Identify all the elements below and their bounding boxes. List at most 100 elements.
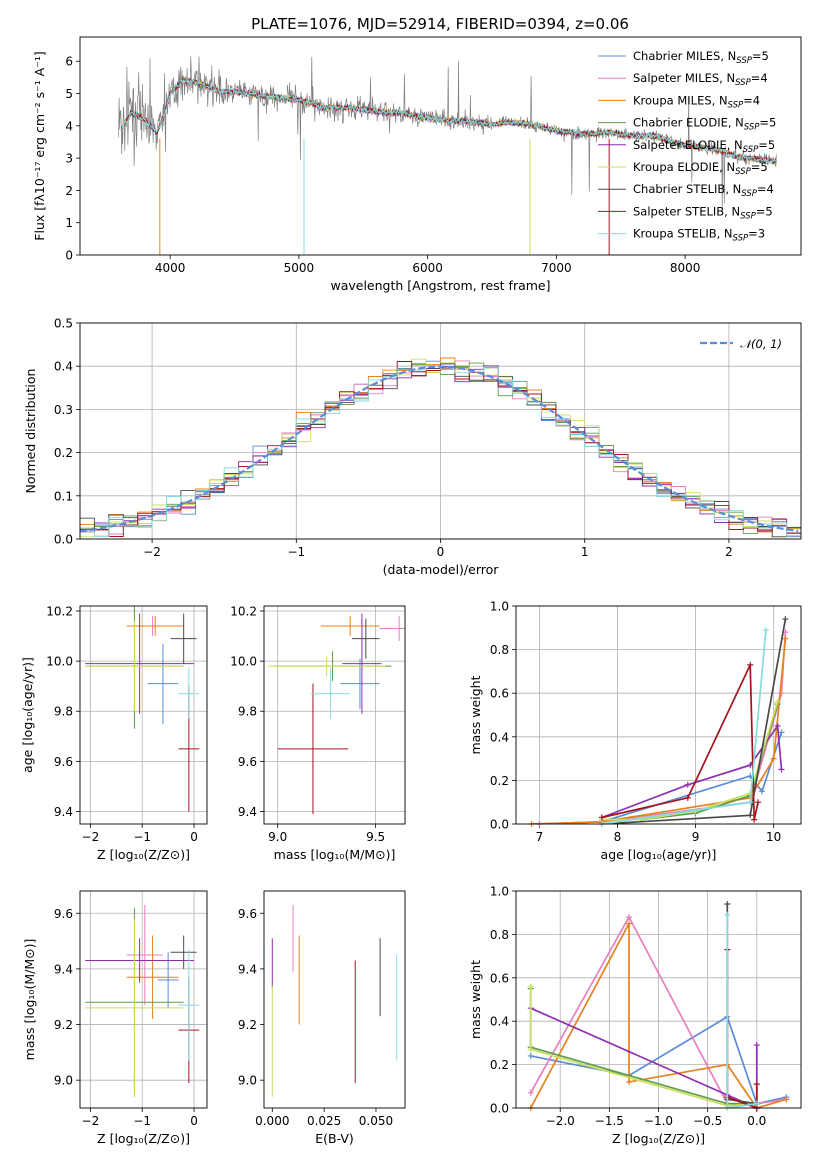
weight_vs_Z-ytick-label: 0.4 — [490, 1015, 509, 1029]
weight_vs_age-point-marker — [778, 729, 785, 736]
weight_vs_age-point-marker — [770, 755, 777, 762]
weight_vs_age-series-line — [601, 664, 759, 820]
age_vs_mass-xtick-label: 9.5 — [366, 830, 385, 844]
age_vs_Z-frame — [79, 605, 208, 825]
residuals-xtick-label: 1 — [581, 545, 589, 559]
legend-entry: Chabrier STELIB, NSSP=4 — [633, 182, 774, 199]
weight_vs_age-series-line — [601, 629, 767, 824]
legend-entry-suffix: =3 — [748, 227, 765, 241]
mass_vs_ebv-axes: 0.000 0.025 0.050 9.0 9.2 9.4 9.6 — [238, 907, 393, 1128]
residuals-xlabel: (data-model)/error — [383, 562, 500, 577]
legend-entry-sub: SSP — [733, 234, 749, 244]
legend-entry-sub: SSP — [735, 167, 751, 177]
mass_vs_ebv-ytick-label: 9.0 — [238, 1074, 257, 1088]
weight_vs_age-point-marker — [758, 788, 765, 795]
weight_vs_Z-point-marker — [527, 1089, 534, 1096]
weight_vs_Z-ytick-label: 0.2 — [490, 1058, 509, 1072]
weight_vs_Z-point-marker — [753, 1100, 760, 1107]
spectrum-frame — [79, 36, 802, 256]
mass_vs_Z-ytick-label: 9.4 — [54, 962, 73, 976]
weight_vs_Z-point-marker — [527, 983, 534, 990]
residuals-ytick-label: 0.1 — [54, 489, 73, 503]
age_vs_mass-axes: 9.0 9.5 9.4 9.6 9.8 10.0 10.2 — [230, 605, 405, 844]
weight_vs_Z-series-line — [726, 904, 757, 1105]
weight_vs_age-ytick-label: 0.4 — [490, 730, 509, 744]
figure-title: PLATE=1076, MJD=52914, FIBERID=0394, z=0… — [251, 15, 629, 33]
legend-entry-sub: SSP — [740, 211, 756, 221]
weight_vs_age-point-marker — [751, 816, 758, 823]
legend-entry-prefix: Chabrier ELODIE, N — [633, 116, 744, 130]
weight_vs_age-ylabel: mass weight — [468, 675, 483, 754]
weight_vs_age-point-marker — [782, 635, 789, 642]
age_vs_mass-xtick-label: 9.0 — [268, 830, 287, 844]
mass_vs_Z-ylabel: mass [log₁₀(M/M⊙)] — [22, 939, 37, 1061]
age_vs_mass-ytick-label: 9.8 — [238, 705, 257, 719]
spectrum-ytick-label: 5 — [65, 87, 73, 101]
legend-entry: Salpeter ELODIE, NSSP=5 — [633, 138, 775, 155]
legend-entry-suffix: =5 — [756, 204, 773, 218]
mass_vs_ebv-xtick-label: 0.050 — [359, 1114, 393, 1128]
weight_vs_Z-series-line — [529, 986, 757, 1107]
weight_vs_Z-point-marker — [527, 1046, 534, 1053]
weight_vs_Z-ytick-label: 0.8 — [490, 928, 509, 942]
residuals-xtick-label: −2 — [143, 545, 161, 559]
weight_vs_age-ytick-label: 1.0 — [490, 600, 509, 614]
weight_vs_Z-xtick-label: −1.5 — [595, 1114, 624, 1128]
mass_vs_ebv-ytick-label: 9.4 — [238, 962, 257, 976]
weight_vs_Z-point-marker — [626, 914, 633, 921]
spectrum-ytick-label: 6 — [65, 55, 73, 69]
mass_vs_Z-xlabel: Z [log₁₀(Z/Z⊙)] — [97, 1131, 190, 1146]
weight_vs_age-xtick-label: 9 — [692, 830, 700, 844]
weight_vs_Z-point-marker — [783, 1096, 790, 1103]
mass_vs_Z-axes: −2 −1 0 9.0 9.2 9.4 9.6 — [54, 891, 207, 1128]
weight_vs_age-ytick-label: 0.2 — [490, 774, 509, 788]
age_vs_Z-xtick-label: −1 — [133, 830, 151, 844]
weight_vs_Z-ytick-label: 0.6 — [490, 971, 509, 985]
legend-entry: Chabrier MILES, NSSP=5 — [633, 49, 769, 66]
histogram-series — [80, 357, 801, 533]
weight_vs_Z-point-marker — [724, 911, 731, 918]
legend-entry-prefix: Chabrier MILES, N — [633, 49, 736, 63]
weight_vs_Z-ylabel: mass weight — [468, 960, 483, 1039]
residuals-xtick-label: 2 — [725, 545, 733, 559]
age_vs_Z-ytick-label: 10.0 — [46, 655, 73, 669]
weight_vs_Z-ytick-label: 1.0 — [490, 885, 509, 899]
weight_vs_age-ytick-label: 0.0 — [490, 818, 509, 832]
age_vs_Z-ytick-label: 9.8 — [54, 705, 73, 719]
residuals-ytick-label: 0.4 — [54, 360, 73, 374]
weight_vs_Z-frame — [515, 890, 802, 1109]
legend-entry-prefix: Salpeter MILES, N — [633, 71, 735, 85]
legend-entry: Kroupa MILES, NSSP=4 — [633, 93, 760, 110]
weight_vs_age-xtick-label: 7 — [536, 830, 544, 844]
residuals-ytick-label: 0.0 — [54, 533, 73, 547]
spectrum-axes: 4000 5000 6000 7000 8000 0 1 2 3 4 5 6 — [65, 55, 700, 275]
mass_vs_ebv-ytick-label: 9.6 — [238, 907, 257, 921]
weight_vs_Z-point-marker — [626, 920, 633, 927]
age_vs_Z-ylabel: age [log₁₀(age/yr)] — [20, 657, 35, 773]
weight_vs_age-point-marker — [774, 722, 781, 729]
spectrum-xtick-label: 5000 — [284, 261, 315, 275]
age_vs_Z-ytick-label: 9.4 — [54, 805, 73, 819]
mass_vs_Z-ytick-label: 9.0 — [54, 1074, 73, 1088]
age_vs_mass-ytick-label: 10.0 — [230, 655, 257, 669]
mass_vs_Z-ytick-label: 9.2 — [54, 1018, 73, 1032]
legend-entry-suffix: =4 — [751, 71, 768, 85]
age_vs_Z-ytick-label: 10.2 — [46, 605, 73, 619]
mass_vs_Z-xtick-label: −1 — [133, 1114, 151, 1128]
weight_vs_age-series-line — [539, 732, 783, 824]
age_vs_mass-frame — [263, 605, 406, 825]
spectrum-xtick-label: 7000 — [541, 261, 572, 275]
weight_vs_Z-axes: −2.0 −1.5 −1.0 −0.5 0.0 0.0 0.2 0.4 0.6 0.8 1.0 — [490, 885, 801, 1128]
mass_vs_ebv-xtick-label: 0.000 — [255, 1114, 289, 1128]
weight_vs_age-point-marker — [778, 766, 785, 773]
age_vs_Z-xlabel: Z [log₁₀(Z/Z⊙)] — [97, 847, 190, 862]
legend-entry-suffix: =5 — [759, 116, 776, 130]
legend-entry-sub: SSP — [743, 145, 759, 155]
age_vs_mass-ytick-label: 9.6 — [238, 755, 257, 769]
spectrum-ytick-label: 3 — [65, 152, 73, 166]
weight_vs_Z-point-marker — [626, 1078, 633, 1085]
weight_vs_Z-series-line — [726, 914, 757, 1108]
residuals-xtick-label: 0 — [437, 545, 445, 559]
